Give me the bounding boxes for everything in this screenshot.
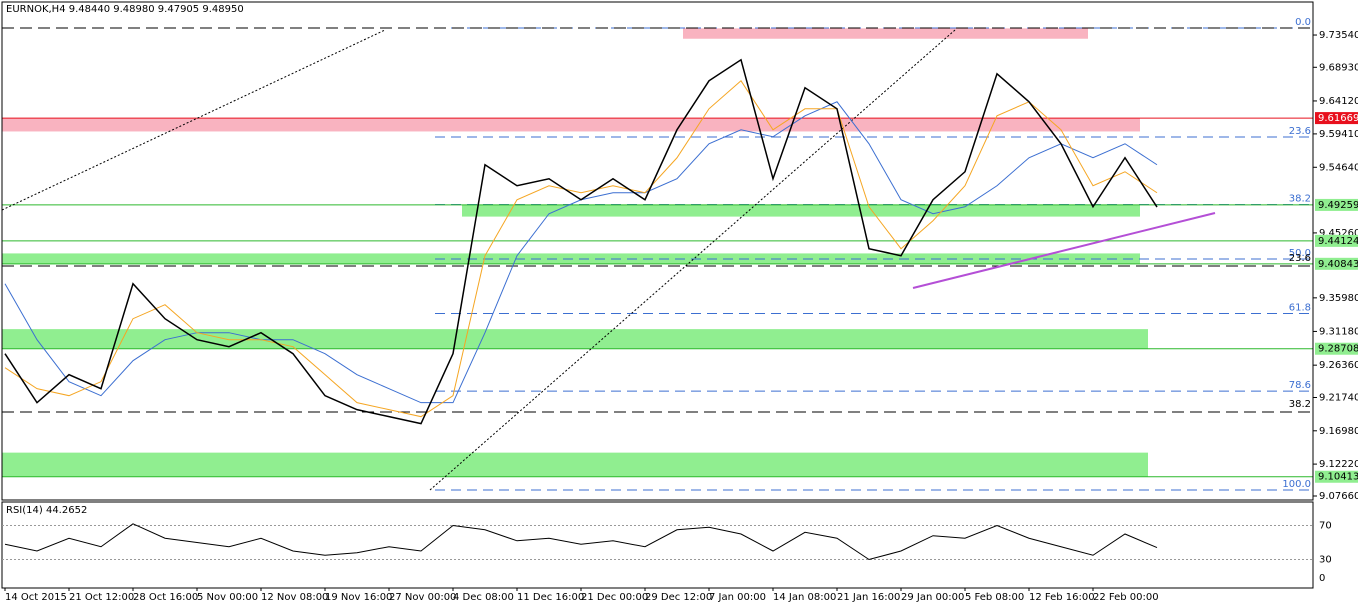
price-line — [4, 58, 1158, 425]
x-tick-label: 7 Jan 00:00 — [709, 592, 766, 603]
level-box — [1315, 112, 1358, 125]
price-line — [4, 80, 1158, 418]
y-tick-label: 9.07660 — [1319, 491, 1358, 502]
fib-label: 38.2 — [1289, 399, 1311, 410]
zone — [683, 28, 1088, 39]
main-frame — [1, 1, 1314, 501]
rsi-tick-label: 0 — [1319, 573, 1325, 584]
x-tick-label: 14 Oct 2015 — [5, 592, 67, 603]
level-box — [1315, 234, 1358, 247]
zone — [462, 204, 1140, 217]
y-tick-label: 9.59410 — [1319, 129, 1358, 140]
level-label: 9.49259 — [1318, 200, 1358, 211]
fib-label: 61.8 — [1289, 303, 1311, 314]
y-tick-label: 9.45260 — [1319, 228, 1358, 239]
rsi-frame — [1, 501, 1314, 589]
chart-title: EURNOK,H4 9.48440 9.48980 9.47905 9.4895… — [6, 4, 244, 15]
x-tick-label: 21 Dec 00:00 — [581, 592, 648, 603]
level-label: 9.10413 — [1318, 472, 1358, 483]
trend-line — [912, 212, 1216, 289]
x-tick-label: 12 Nov 08:00 — [261, 592, 328, 603]
fib-label: 23.6 — [1289, 126, 1311, 137]
y-tick-label: 9.26360 — [1319, 360, 1358, 371]
y-tick-label: 9.64120 — [1319, 96, 1358, 107]
y-tick-label: 9.12220 — [1319, 459, 1358, 470]
x-tick-label: 22 Feb 00:00 — [1093, 592, 1159, 603]
fib-label: 38.2 — [1289, 194, 1311, 205]
diagonal-line — [1, 29, 386, 211]
y-tick-label: 9.73540 — [1319, 30, 1358, 41]
x-tick-label: 11 Dec 16:00 — [517, 592, 584, 603]
fib-label: 0.0 — [1295, 17, 1311, 28]
fib-label: 78.6 — [1289, 380, 1311, 391]
x-tick-label: 27 Nov 00:00 — [389, 592, 456, 603]
y-tick-label: 9.35980 — [1319, 293, 1358, 304]
y-tick-label: 9.54640 — [1319, 162, 1358, 173]
rsi-tick-label: 70 — [1319, 521, 1332, 532]
y-tick-label: 9.68930 — [1319, 62, 1358, 73]
level-label: 9.40843 — [1318, 259, 1358, 270]
level-label: 9.28708 — [1318, 344, 1358, 355]
x-tick-label: 19 Nov 16:00 — [325, 592, 392, 603]
fib-label: 50.0 — [1289, 248, 1311, 259]
level-label: 9.61669 — [1318, 113, 1358, 124]
y-tick-label: 9.21740 — [1319, 392, 1358, 403]
y-tick-label: 9.16980 — [1319, 426, 1358, 437]
zone — [2, 118, 1140, 132]
level-box — [1315, 257, 1358, 270]
x-tick-label: 21 Jan 16:00 — [837, 592, 900, 603]
level-box — [1315, 198, 1358, 211]
zone — [2, 452, 1148, 477]
x-tick-label: 5 Nov 00:00 — [197, 592, 258, 603]
level-box — [1315, 342, 1358, 355]
rsi-line — [4, 523, 1158, 561]
plot — [4, 58, 1158, 425]
fib-label: 23.6 — [1289, 253, 1311, 264]
y-tick-label: 9.31180 — [1319, 326, 1358, 337]
rsi-title: RSI(14) 44.2652 — [6, 505, 87, 516]
x-tick-label: 28 Oct 16:00 — [133, 592, 198, 603]
zone — [2, 329, 1148, 349]
x-tick-label: 14 Jan 08:00 — [773, 592, 836, 603]
rsi-tick-label: 30 — [1319, 555, 1332, 566]
x-tick-label: 4 Dec 08:00 — [453, 592, 514, 603]
x-tick-label: 21 Oct 12:00 — [69, 592, 134, 603]
fib-label: 100.0 — [1282, 479, 1311, 490]
level-box — [1315, 470, 1358, 483]
x-tick-label: 12 Feb 16:00 — [1029, 592, 1095, 603]
diagonal-line — [429, 29, 956, 491]
x-tick-label: 5 Feb 08:00 — [965, 592, 1024, 603]
x-tick-label: 29 Jan 00:00 — [901, 592, 964, 603]
level-label: 9.44124 — [1318, 236, 1358, 247]
x-tick-label: 29 Dec 12:00 — [645, 592, 712, 603]
